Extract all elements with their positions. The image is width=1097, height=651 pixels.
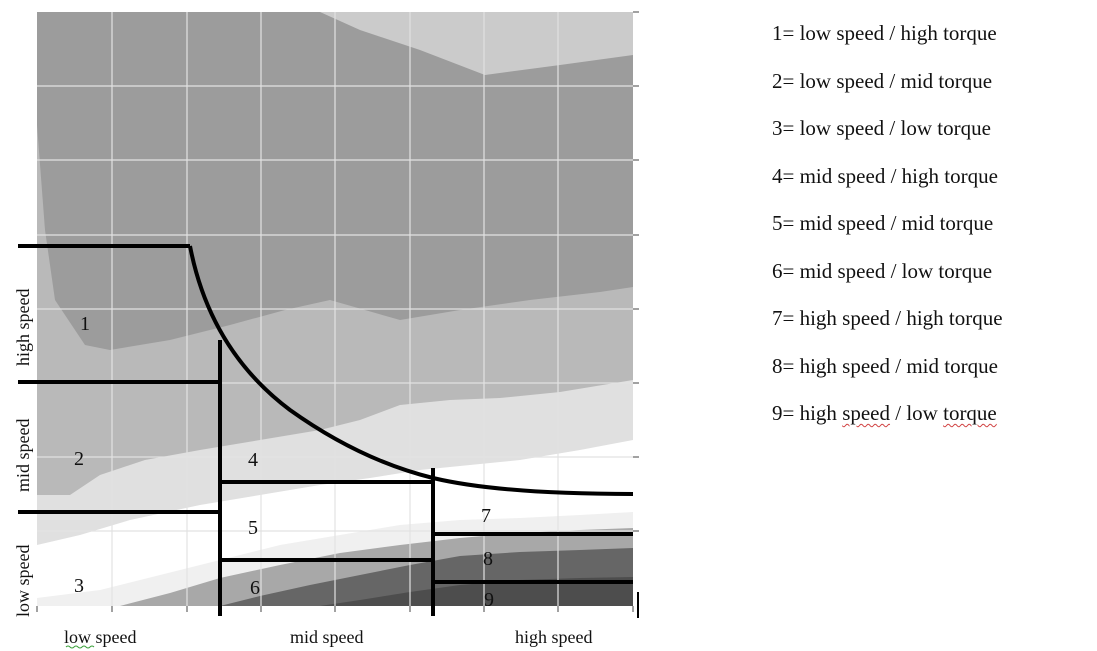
legend-item-2: 2= low speed / mid torque (772, 68, 993, 93)
max-torque-curve (188, 245, 634, 496)
legend-item-3: 3= low speed / low torque (772, 116, 991, 140)
legend-item-9: 9= high speed / low torque (772, 401, 997, 425)
y-axis-label-high-speed: high speed (13, 289, 33, 366)
y-axis-label-mid-speed: mid speed (13, 419, 33, 493)
region-label-8: 8 (483, 548, 493, 570)
legend-item-7: 7= high speed / high torque (772, 306, 1003, 330)
spell-squiggle-low (65, 645, 95, 649)
right-axis-ticks (633, 11, 639, 532)
region-label-2: 2 (74, 448, 84, 470)
x-axis-label-mid-speed: mid speed (290, 627, 364, 647)
legend-item-6: 6= mid speed / low torque (772, 258, 993, 283)
operating-region-diagram: 1 2 3 4 5 6 7 8 9 low speed mid speed hi… (13, 11, 639, 649)
region-label-4: 4 (248, 449, 258, 471)
region-label-7: 7 (481, 505, 491, 527)
region-label-3: 3 (74, 575, 84, 597)
top-light-band (320, 12, 633, 75)
x-axis-label-high-speed: high speed (515, 627, 592, 647)
y-axis-label-low-speed: low speed (13, 545, 33, 617)
region-label-1: 1 (80, 313, 90, 335)
region-legend: 1= low speed / high torque 2= low speed … (772, 18, 1003, 446)
legend-item-4: 4= mid speed / high torque (772, 163, 998, 188)
legend-item-5: 5= mid speed / mid torque (772, 211, 994, 235)
x-axis-label-low-speed: low speed (64, 627, 136, 647)
region-label-9: 9 (484, 589, 494, 611)
region-label-5: 5 (248, 517, 258, 539)
legend-item-1: 1= low speed / high torque (772, 21, 997, 45)
region-label-6: 6 (250, 577, 260, 599)
bottom-axis-ticks (36, 606, 634, 612)
region-boundaries (18, 244, 634, 616)
darkest-band (320, 577, 633, 606)
legend-item-8: 8= high speed / mid torque (772, 353, 998, 378)
